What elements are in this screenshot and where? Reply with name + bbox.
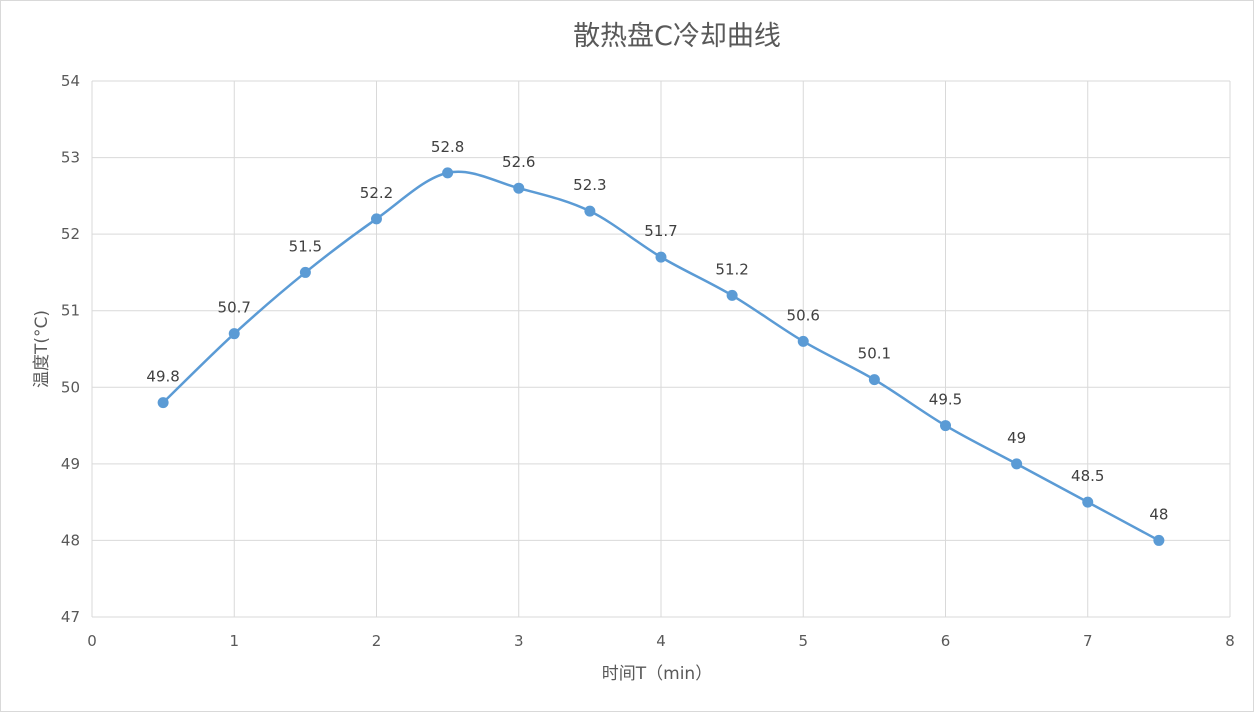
data-point xyxy=(868,374,880,386)
data-point xyxy=(1082,496,1094,508)
data-point xyxy=(299,266,311,278)
data-label: 52.2 xyxy=(360,184,393,202)
y-tick-label: 53 xyxy=(61,149,80,167)
data-point xyxy=(726,289,738,301)
x-tick-label: 1 xyxy=(229,632,239,650)
data-labels: 49.8 50.7 51.5 52.2 52.8 52.6 52.3 51.7 51.2 50.6… xyxy=(146,138,1168,524)
y-axis-label: 温度T(°C) xyxy=(32,310,52,388)
data-label: 51.5 xyxy=(289,237,322,255)
x-tick-label: 3 xyxy=(514,632,524,650)
data-label: 51.7 xyxy=(644,222,677,240)
x-tick-label: 4 xyxy=(656,632,666,650)
data-label: 48.5 xyxy=(1071,467,1104,485)
x-axis-ticks: 0 1 2 3 4 5 6 7 8 xyxy=(87,632,1235,650)
data-label: 52.8 xyxy=(431,138,464,156)
data-point xyxy=(655,251,667,263)
x-tick-label: 0 xyxy=(87,632,97,650)
data-label: 52.6 xyxy=(502,153,535,171)
data-label: 49.8 xyxy=(146,368,179,386)
data-point xyxy=(940,420,951,432)
data-point xyxy=(513,182,525,194)
x-tick-label: 6 xyxy=(941,632,951,650)
x-tick-label: 8 xyxy=(1225,632,1235,650)
data-label: 49 xyxy=(1007,429,1026,447)
y-tick-label: 50 xyxy=(61,378,80,396)
data-point xyxy=(442,167,454,179)
data-label: 50.7 xyxy=(218,299,251,317)
data-label: 51.2 xyxy=(715,260,748,278)
data-point xyxy=(584,205,596,217)
data-label: 49.5 xyxy=(929,391,962,409)
data-label: 50.6 xyxy=(787,306,820,324)
data-label: 52.3 xyxy=(573,176,606,194)
data-point xyxy=(1153,534,1165,546)
data-points xyxy=(157,167,1165,546)
data-point xyxy=(371,213,382,225)
x-tick-label: 5 xyxy=(798,632,808,650)
chart-title: 散热盘C冷却曲线 xyxy=(573,21,781,52)
y-tick-label: 52 xyxy=(61,225,80,243)
data-label: 48 xyxy=(1149,505,1168,523)
data-label: 50.1 xyxy=(858,345,891,363)
data-point xyxy=(157,397,169,409)
y-tick-label: 49 xyxy=(61,455,80,473)
x-tick-label: 7 xyxy=(1083,632,1093,650)
y-tick-label: 51 xyxy=(61,302,80,320)
x-axis-label: 时间T（min） xyxy=(602,664,712,684)
x-tick-label: 2 xyxy=(372,632,382,650)
data-point xyxy=(228,328,240,340)
y-tick-label: 47 xyxy=(61,608,80,626)
grid-lines xyxy=(91,80,1231,618)
data-point xyxy=(797,335,809,347)
data-point xyxy=(1011,458,1023,470)
y-tick-label: 54 xyxy=(61,72,80,90)
y-tick-label: 48 xyxy=(61,531,80,549)
y-axis-ticks: 47 48 49 50 51 52 53 54 xyxy=(61,72,80,626)
